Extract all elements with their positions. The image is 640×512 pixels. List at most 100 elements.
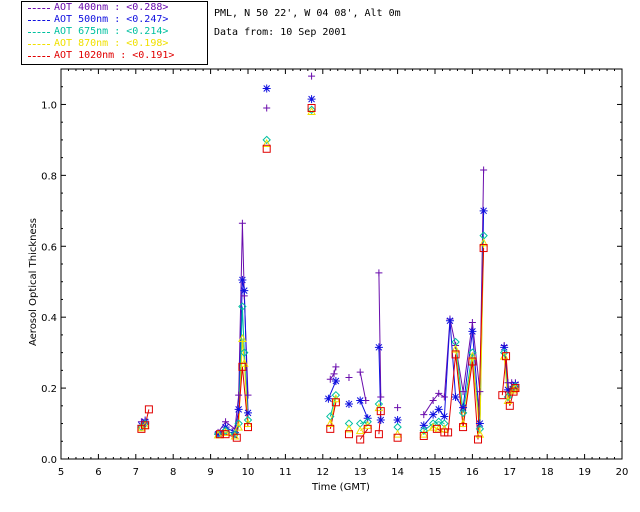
data-point [244,391,252,399]
x-tick-label: 11 [279,467,292,478]
data-point [356,435,365,444]
legend-swatch [28,44,50,45]
x-tick-label: 12 [316,467,329,478]
data-point [429,397,437,404]
data-point [511,384,520,393]
data-point [419,421,428,430]
data-point [221,426,230,435]
x-tick-label: 18 [541,467,554,478]
data-point [503,395,513,404]
data-point [238,333,247,342]
data-point [374,430,383,439]
data-point [331,398,340,407]
data-point [344,430,353,439]
data-point [376,407,385,416]
y-tick-label: 0.2 [41,384,57,395]
legend: AOT 400nm : <0.288> AOT 500nm : <0.247> … [21,1,208,65]
data-point [459,403,468,412]
legend-item-500nm: AOT 500nm : <0.247> [22,14,207,26]
x-tick-label: 16 [466,467,479,478]
data-point [479,238,488,247]
data-point [141,421,150,430]
legend-item-675nm: AOT 675nm : <0.214> [22,26,207,38]
data-point [468,327,477,336]
data-point [420,411,428,419]
data-point [324,394,333,403]
legend-label: AOT 675nm : <0.214> [54,26,169,37]
x-axis-label: Time (GMT) [311,482,370,493]
data-point [234,419,243,428]
data-point [459,388,467,396]
data-point [475,429,485,438]
data-point [363,424,372,433]
data-point [468,351,477,360]
data-point [375,269,383,277]
legend-swatch [28,20,50,21]
data-point [344,419,354,428]
data-point [503,385,512,394]
location-text: PML, N 50 22', W 04 08', Alt 0m [214,8,401,19]
data-point [499,348,509,357]
x-tick-label: 20 [616,467,629,478]
data-point [445,316,454,325]
x-tick-label: 9 [207,467,213,478]
x-tick-label: 10 [242,467,255,478]
x-tick-label: 8 [170,467,176,478]
legend-item-870nm: AOT 870nm : <0.198> [22,38,207,50]
axis-ticks [60,68,623,460]
data-point [458,408,468,418]
data-point [344,424,354,433]
legend-label: AOT 1020nm : <0.191> [54,50,175,61]
data-point [330,370,338,378]
data-point [440,419,449,428]
data-point [434,405,443,414]
data-point [235,391,243,399]
y-tick-label: 0.4 [41,313,57,324]
data-point [221,430,230,439]
legend-swatch [28,32,50,33]
data-point [307,104,316,112]
data-point [262,84,271,93]
data-point [307,105,316,114]
data-point [238,362,247,371]
legend-swatch [28,8,50,9]
data-point [234,422,243,431]
data-point [230,429,240,439]
y-tick-label: 0.6 [41,242,57,253]
y-tick-label: 0.0 [41,455,57,466]
data-point [263,104,271,112]
data-point [234,405,243,414]
data-point [232,433,241,442]
data-point [468,319,476,326]
y-tick-label: 1.0 [41,100,57,111]
data-point [238,302,247,311]
legend-label: AOT 870nm : <0.198> [54,38,169,49]
data-point [262,144,271,153]
tick-labels: 5 6 7 8 9 10 11 12 13 14 15 16 17 18 19 20 0.0 0.2 0.4 0.6 0… [41,100,628,478]
x-tick-label: 5 [58,467,64,478]
data-point [215,430,224,439]
data-point [345,373,353,381]
x-tick-label: 7 [133,467,139,478]
data-point [376,416,385,424]
data-point [451,344,460,353]
data-point [344,400,353,409]
series-line-2 [141,235,516,435]
data-point [480,166,488,174]
data-point [440,412,449,421]
legend-swatch [28,56,50,57]
data-point [498,391,507,400]
data-point [307,95,316,104]
x-tick-label: 6 [95,467,101,478]
data-point [476,388,484,396]
data-point [475,419,484,428]
date-text: Data from: 10 Sep 2001 [214,27,347,38]
data-point [374,343,383,352]
data-point [393,416,402,424]
data-point [451,350,460,359]
data-point [451,392,460,401]
data-point [440,393,448,401]
data-point [262,138,272,147]
data-point [262,135,271,145]
